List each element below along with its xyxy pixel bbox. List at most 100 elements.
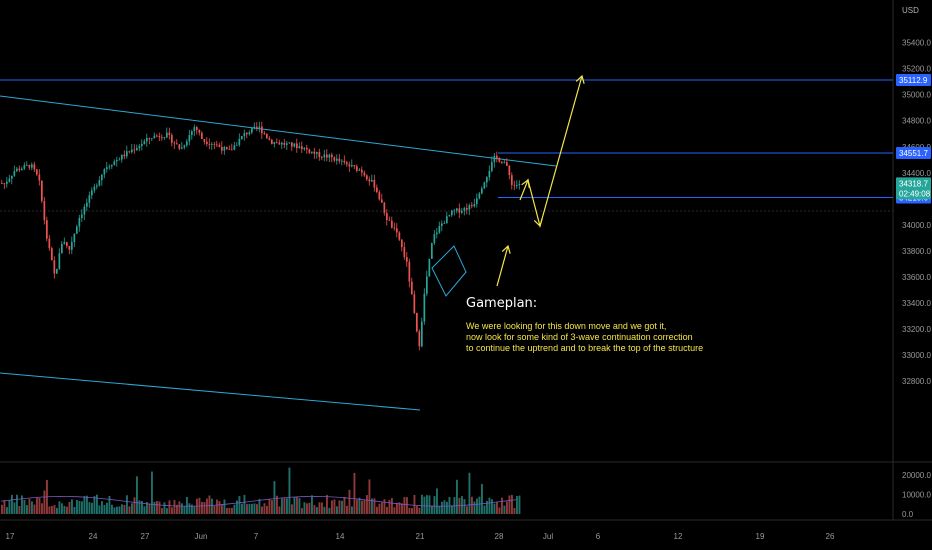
price-tick-label: 34000.0 (902, 221, 931, 230)
candle-body (93, 186, 96, 191)
candle-body (121, 154, 123, 160)
candle-body (346, 162, 348, 165)
gameplan-title: Gameplan: (466, 296, 538, 311)
volume-bar (11, 494, 13, 514)
candle-body (263, 133, 266, 135)
candle-body (368, 179, 371, 182)
candle-body (506, 162, 508, 166)
candle-body (136, 147, 138, 151)
candle-body (516, 184, 518, 186)
candle-body (336, 158, 338, 161)
volume-bar (331, 500, 333, 514)
volume-bar (88, 502, 91, 514)
candle-body (283, 142, 286, 145)
candle-body (433, 234, 436, 244)
candle-body (416, 312, 418, 332)
volume-bar (298, 498, 301, 514)
volume-bar (106, 502, 108, 514)
volume-bar (108, 495, 111, 514)
candle-body (166, 132, 168, 138)
volume-bar (28, 498, 31, 514)
candle-body (153, 135, 156, 139)
volume-bar (273, 481, 276, 514)
time-tick-label: 24 (89, 532, 98, 541)
candle-body (246, 132, 248, 135)
candle-body (276, 142, 278, 143)
volume-bar (393, 507, 396, 514)
volume-bar (266, 505, 268, 514)
candle-body (348, 164, 351, 167)
volume-bar (398, 502, 401, 514)
candle-body (313, 151, 316, 154)
price-tick-label: 34400.0 (902, 169, 931, 178)
volume-bar (228, 507, 231, 514)
volume-bar (491, 499, 493, 514)
candle-body (51, 248, 53, 261)
volume-bar (38, 497, 41, 514)
candle-body (286, 143, 288, 145)
volume-bar (76, 499, 78, 514)
candle-body (341, 160, 343, 162)
volume-bar (203, 502, 206, 514)
volume-bar (473, 501, 476, 514)
candle-body (513, 184, 516, 186)
candle-body (418, 331, 421, 347)
candle-body (151, 138, 153, 140)
price-levels[interactable] (0, 79, 893, 198)
candle-body (298, 146, 301, 149)
candle-body (241, 136, 243, 139)
volume-bar (368, 479, 371, 514)
volume-bar (233, 504, 236, 514)
candle-body (326, 154, 328, 158)
candle-body (178, 144, 181, 149)
volume-bar (178, 501, 181, 514)
volume-bar (116, 506, 118, 514)
volume-bar (121, 504, 123, 514)
volume-bar (73, 507, 76, 514)
volume-bar (326, 494, 328, 514)
pointer-arrow-head (501, 244, 511, 254)
volume-bar (413, 494, 416, 514)
price-tick-label: 33200.0 (902, 325, 931, 334)
price-tick-label: 33000.0 (902, 351, 931, 360)
candle-body (21, 168, 23, 171)
candle-body (483, 182, 486, 189)
candle-body (16, 168, 18, 172)
candle-body (98, 180, 101, 186)
countdown-label: 02:49:08 (899, 189, 931, 198)
candle-body (33, 164, 36, 170)
candle-body (446, 216, 448, 224)
candle-body (488, 170, 491, 178)
currency-label[interactable]: USD (902, 6, 919, 15)
candle-body (61, 243, 63, 254)
candle-body (78, 218, 81, 227)
candle-body (181, 147, 183, 149)
candle-body (73, 233, 76, 242)
volume-bar (316, 507, 318, 514)
volume-bar (8, 500, 11, 514)
time-tick-label: 7 (254, 532, 259, 541)
volume-bar (191, 504, 193, 514)
gameplan-line-2: now look for some kind of 3-wave continu… (466, 332, 693, 342)
volume-bar (386, 506, 388, 514)
volume-bar (456, 479, 458, 514)
price-tick-label: 33600.0 (902, 273, 931, 282)
volume-bar (278, 506, 281, 514)
volume-bar (476, 498, 478, 514)
volume-bar (268, 498, 271, 514)
price-axis[interactable]: 35400.035200.035000.034800.034600.034400… (902, 39, 931, 387)
volume-bar (113, 507, 116, 514)
candle-body (481, 188, 483, 194)
candle-body (503, 162, 506, 163)
candle-body (391, 220, 393, 228)
candle-body (146, 138, 148, 142)
candle-body (303, 147, 306, 150)
time-tick-label: 21 (416, 532, 425, 541)
candle-body (458, 208, 461, 213)
volume-bar (141, 500, 143, 514)
volume-bar (213, 505, 216, 514)
volume-tick-label: 10000.0 (902, 491, 931, 500)
volume-bar (328, 507, 331, 514)
time-axis[interactable]: 17 24 27 Jun 7 14 21 28 Jul 6 12 19 26 (6, 532, 835, 541)
